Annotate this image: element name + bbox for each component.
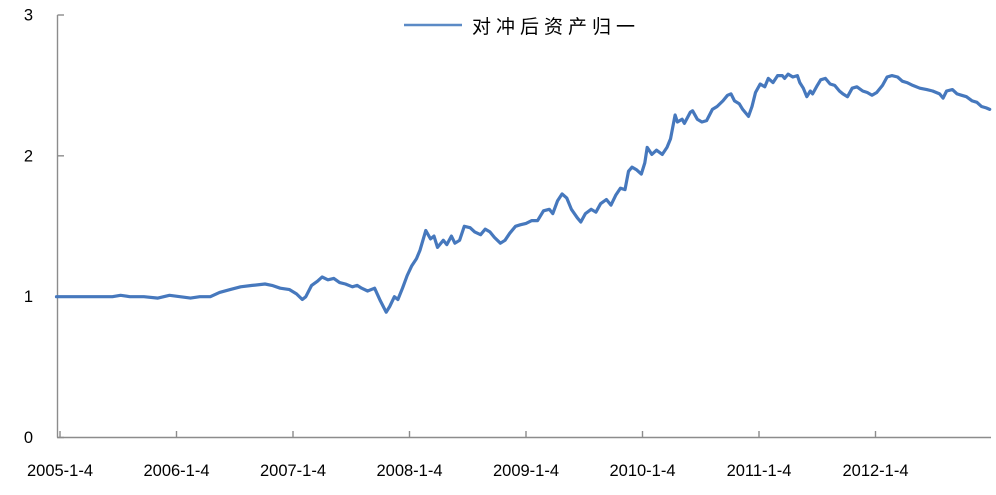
series-line <box>54 72 992 314</box>
y-axis-labels: 0 1 2 3 <box>24 7 33 448</box>
y-tick-label: 3 <box>24 7 33 25</box>
x-tick-label: 2011-1-4 <box>727 462 792 480</box>
y-tick-label: 1 <box>24 288 33 306</box>
x-axis-labels: 2005-1-4 2006-1-4 2007-1-4 2008-1-4 2009-1-4… <box>27 462 909 480</box>
legend-label: 对冲后资产归一 <box>472 16 640 38</box>
x-tick-label: 2009-1-4 <box>493 462 559 480</box>
legend: 对冲后资产归一 <box>404 16 640 38</box>
series-group <box>54 72 992 314</box>
x-tick-label: 2008-1-4 <box>376 462 442 480</box>
x-tick-label: 2010-1-4 <box>609 462 675 480</box>
x-tick-label: 2005-1-4 <box>27 462 93 480</box>
y-tick-label: 2 <box>24 147 33 165</box>
x-tick-label: 2007-1-4 <box>260 462 326 480</box>
x-tick-label: 2006-1-4 <box>143 462 209 480</box>
y-tick-label: 0 <box>24 429 33 447</box>
x-tick-label: 2012-1-4 <box>842 462 908 480</box>
